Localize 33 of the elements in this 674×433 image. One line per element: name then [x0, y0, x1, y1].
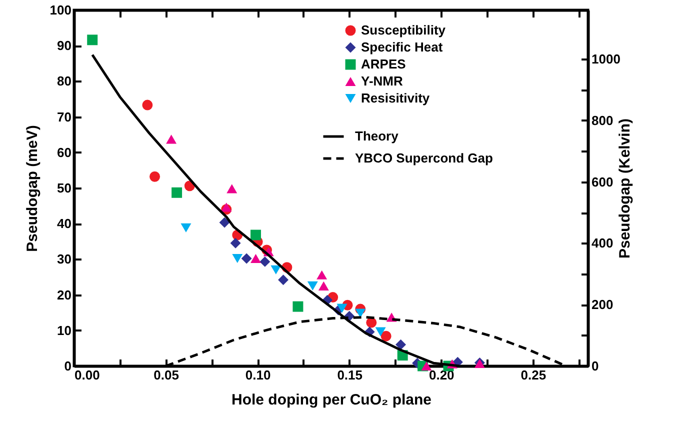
legend-label: Specific Heat: [361, 40, 444, 54]
y-tick-label: 90: [57, 38, 72, 54]
y-axis-title: Pseudogap (meV): [24, 125, 41, 252]
y-tick-label: 100: [50, 2, 72, 18]
y2-tick-label: 400: [592, 236, 614, 251]
y2-tick-label: 0: [592, 358, 599, 374]
y-tick-label: 80: [57, 74, 72, 89]
y-tick-label: 50: [57, 180, 72, 196]
legend-label: ARPES: [361, 56, 406, 72]
y-tick-label: 10: [57, 322, 72, 338]
y2-tick-label: 800: [592, 112, 614, 128]
y-tick-label: 20: [57, 287, 72, 302]
x-tick-label: 0.10: [245, 368, 271, 382]
y-tick-label: 0: [64, 358, 72, 374]
y2-tick-label: 1000: [592, 52, 620, 67]
y-tick-label: 60: [57, 144, 72, 160]
y2-tick-label: 200: [592, 297, 614, 312]
legend-label: Susceptibility: [361, 22, 446, 38]
y-tick-label: 70: [57, 109, 72, 124]
x-tick-label: 0.05: [154, 368, 179, 382]
x-tick-label: 0.20: [428, 368, 454, 382]
legend-label: Resisitivity: [361, 90, 430, 106]
y2-axis-title: Pseudogap (Kelvin): [616, 118, 634, 259]
y-tick-label: 40: [57, 216, 72, 232]
x-tick-label: 0.00: [74, 368, 100, 382]
y2-tick-label: 600: [592, 174, 614, 190]
legend-label: Y-NMR: [361, 74, 404, 88]
y-tick-label: 30: [57, 252, 72, 267]
legend-label: Theory: [355, 128, 400, 144]
x-tick-label: 0.25: [520, 368, 546, 382]
x-axis-title: Hole doping per CuO₂ plane: [231, 392, 432, 408]
legend-label: YBCO Supercond Gap: [355, 150, 494, 166]
x-tick-label: 0.15: [337, 368, 363, 382]
